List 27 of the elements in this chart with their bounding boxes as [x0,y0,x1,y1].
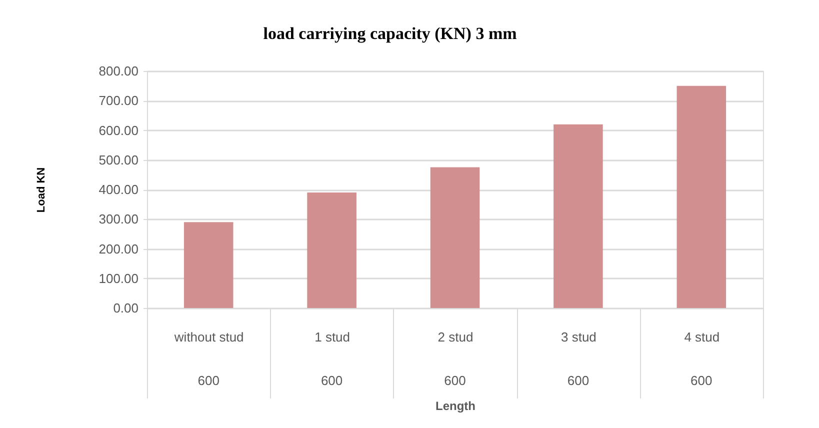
bar [554,124,603,308]
y-axis-title: Load KN [36,167,48,213]
chart-title: load carriying capacity (KN) 3 mm [263,24,517,43]
bar [184,222,234,308]
text: 600 [690,373,712,388]
bar [307,192,356,308]
bar [430,167,480,308]
y-tick-label: 600.00 [98,122,138,138]
x-axis-title: Length [436,399,476,413]
y-tick-label: 800.00 [98,64,138,78]
y-tick-label: 500.00 [98,152,138,168]
x-tick-label: 2 stud [438,330,474,344]
y-tick-label: 100.00 [98,270,138,286]
text: 600 [567,373,590,388]
y-tick-label: 400.00 [98,182,138,197]
bar [676,86,726,308]
text: 600 [444,373,466,388]
y-tick-label: 0.00 [113,300,138,316]
y-tick-label: 200.00 [98,241,138,256]
x-tick-label: without stud [173,330,244,344]
x-tick-label: 3 stud [560,330,596,344]
x-tick-label: 4 stud [684,330,720,344]
y-tick-label: 300.00 [98,212,138,227]
x-tick-label: 1 stud [314,330,350,344]
text: 600 [198,373,220,388]
text: 600 [320,373,343,388]
y-tick-label: 700.00 [98,93,138,108]
